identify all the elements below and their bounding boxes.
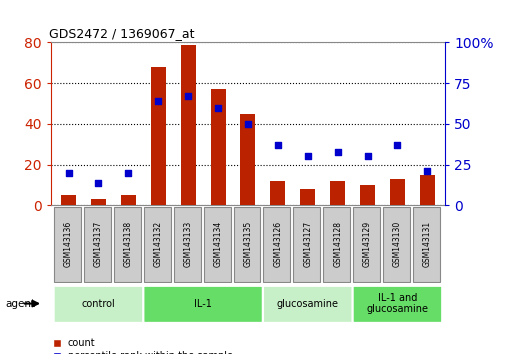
Point [363,154,371,159]
FancyBboxPatch shape [143,286,262,323]
Text: GSM143126: GSM143126 [273,221,282,267]
Bar [61,195,76,205]
Text: GSM143135: GSM143135 [243,221,252,267]
Text: GSM143130: GSM143130 [392,221,401,267]
Text: GSM143137: GSM143137 [94,221,103,267]
Point [184,93,192,99]
Bar [270,181,285,205]
Bar [150,67,166,205]
FancyBboxPatch shape [143,207,171,282]
Bar [299,189,315,205]
Text: agent: agent [5,298,35,309]
FancyBboxPatch shape [263,286,351,323]
Bar [180,45,195,205]
FancyBboxPatch shape [412,207,439,282]
Legend: count, percentile rank within the sample: count, percentile rank within the sample [50,335,236,354]
Text: glucosamine: glucosamine [276,298,338,309]
Point [243,121,251,127]
FancyBboxPatch shape [263,207,290,282]
Text: GSM143132: GSM143132 [154,221,163,267]
FancyBboxPatch shape [293,207,320,282]
Point [273,142,281,148]
Point [333,149,341,154]
Text: GSM143133: GSM143133 [183,221,192,267]
Point [423,168,431,174]
Text: control: control [81,298,115,309]
Text: GSM143129: GSM143129 [362,221,371,267]
Point [303,154,311,159]
FancyBboxPatch shape [114,207,140,282]
Text: GDS2472 / 1369067_at: GDS2472 / 1369067_at [48,27,194,40]
Point [154,98,162,104]
Bar [91,199,106,205]
FancyBboxPatch shape [54,207,81,282]
Text: IL-1: IL-1 [194,298,212,309]
Point [124,170,132,176]
Bar [240,114,255,205]
Point [94,180,103,185]
FancyBboxPatch shape [173,207,200,282]
Text: IL-1 and
glucosamine: IL-1 and glucosamine [366,293,428,314]
FancyBboxPatch shape [54,286,143,323]
Bar [419,175,434,205]
Bar [121,195,135,205]
Bar [389,179,404,205]
FancyBboxPatch shape [84,207,111,282]
Text: GSM143136: GSM143136 [64,221,73,267]
Point [214,105,222,110]
FancyBboxPatch shape [204,207,230,282]
FancyBboxPatch shape [233,207,260,282]
FancyBboxPatch shape [323,207,349,282]
FancyBboxPatch shape [382,207,409,282]
FancyBboxPatch shape [352,286,441,323]
Bar [360,185,374,205]
Text: GSM143138: GSM143138 [124,221,133,267]
Bar [330,181,344,205]
FancyBboxPatch shape [352,207,379,282]
Point [64,170,72,176]
Bar [210,89,225,205]
Text: GSM143127: GSM143127 [302,221,312,267]
Text: GSM143128: GSM143128 [332,221,341,267]
Text: GSM143134: GSM143134 [213,221,222,267]
Text: GSM143131: GSM143131 [422,221,431,267]
Point [392,142,400,148]
